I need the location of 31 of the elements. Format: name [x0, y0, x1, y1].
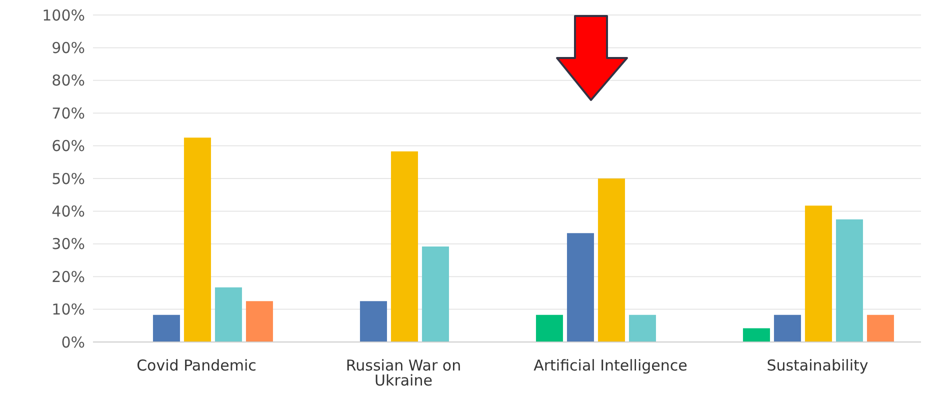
- bar: [836, 219, 863, 342]
- bar: [628, 314, 656, 342]
- bar: [390, 151, 418, 342]
- bar: [598, 178, 625, 342]
- x-tick-label: Artificial Intelligence: [534, 356, 688, 375]
- y-tick-label: 60%: [52, 137, 85, 156]
- bar: [214, 287, 242, 342]
- bar: [246, 301, 273, 342]
- x-tick-label: Russian War on Ukraine: [346, 356, 462, 390]
- bar: [566, 233, 594, 342]
- bar: [866, 314, 894, 342]
- bar: [804, 206, 832, 342]
- y-tick-label: 40%: [52, 202, 85, 221]
- y-tick-label: 30%: [52, 235, 85, 254]
- bar: [360, 301, 387, 342]
- y-tick-label: 90%: [52, 39, 85, 58]
- y-tick-label: 70%: [52, 104, 85, 122]
- y-tick-label: 50%: [52, 170, 85, 188]
- x-tick-label: Sustainability: [766, 356, 868, 375]
- y-tick-label: 20%: [52, 268, 85, 286]
- bar: [536, 314, 563, 342]
- y-tick-label: 10%: [52, 300, 85, 319]
- y-tick-label: 0%: [61, 333, 85, 352]
- y-tick-label: 100%: [42, 6, 85, 24]
- bar: [152, 314, 180, 342]
- x-tick-label: Covid Pandemic: [136, 356, 256, 375]
- y-tick-label: 80%: [52, 72, 85, 90]
- bar: [422, 246, 449, 342]
- bar: [742, 328, 770, 342]
- bar: [774, 314, 801, 342]
- bar: [184, 138, 211, 342]
